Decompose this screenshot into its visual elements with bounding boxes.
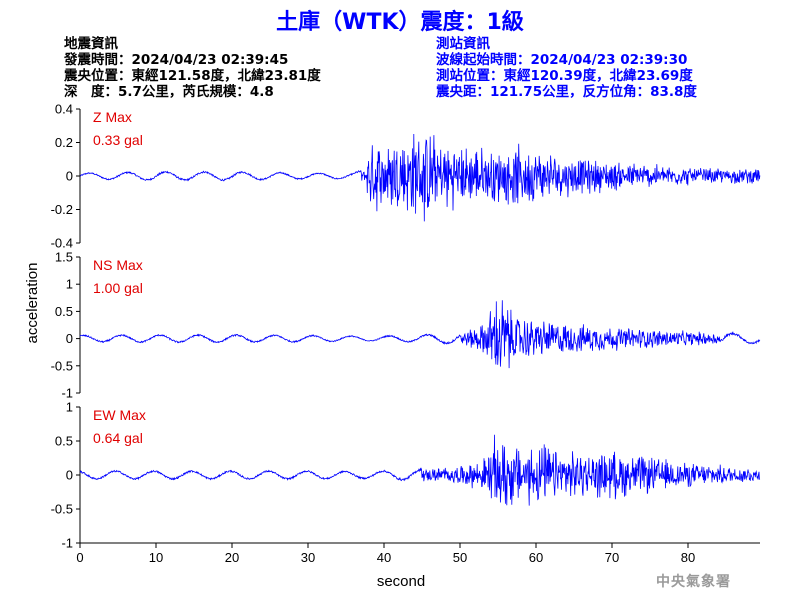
x-tick-label: 40 <box>377 550 391 565</box>
trace-ns <box>79 300 761 369</box>
max-value-ew: 0.64 gal <box>93 430 143 446</box>
y-tick-label: -0.5 <box>51 358 73 373</box>
y-tick-label: 0.2 <box>55 135 73 150</box>
x-tick-label: 20 <box>225 550 239 565</box>
y-tick-label: 0 <box>66 331 73 346</box>
quake-info-block: 地震資訊 發震時間：2024/04/23 02:39:45 震央位置：東經121… <box>64 36 321 100</box>
x-axis-label: second <box>377 573 425 590</box>
max-label-ew: EW Max <box>93 407 146 423</box>
epicentral-distance: 震央距：121.75公里，反方位角：83.8度 <box>436 84 697 100</box>
chart-title: 土庫（WTK）震度：1級 <box>276 10 524 35</box>
y-tick-label: -0.4 <box>51 236 73 251</box>
y-tick-label: -0.2 <box>51 202 73 217</box>
epicenter: 震央位置：東經121.58度，北緯23.81度 <box>64 68 321 84</box>
y-tick-label: 1.5 <box>55 250 73 265</box>
y-axis-label: acceleration <box>24 263 41 344</box>
y-tick-label: 0.5 <box>55 304 73 319</box>
x-tick-label: 50 <box>453 550 467 565</box>
y-tick-label: 0.5 <box>55 434 73 449</box>
max-value-ns: 1.00 gal <box>93 280 143 296</box>
y-tick-label: -1 <box>61 536 73 551</box>
x-tick-label: 30 <box>301 550 315 565</box>
max-label-ns: NS Max <box>93 257 143 273</box>
trace-z <box>79 133 761 222</box>
depth-magnitude: 深 度：5.7公里，芮氏規模：4.8 <box>64 84 274 100</box>
y-tick-label: -1 <box>61 386 73 401</box>
y-tick-label: 1 <box>66 400 73 415</box>
y-tick-label: 0.4 <box>55 102 73 117</box>
x-tick-label: 80 <box>681 550 695 565</box>
y-tick-label: 0 <box>66 468 73 483</box>
station-location: 測站位置：東經120.39度，北緯23.69度 <box>436 68 693 84</box>
wave-start-time: 波線起始時間：2024/04/23 02:39:30 <box>436 52 688 68</box>
origin-time: 發震時間：2024/04/23 02:39:45 <box>64 52 289 68</box>
y-tick-label: -0.5 <box>51 502 73 517</box>
trace-ew <box>79 434 761 506</box>
x-tick-label: 10 <box>149 550 163 565</box>
max-label-z: Z Max <box>93 109 132 125</box>
agency-footer: 中央氣象署 <box>656 574 731 590</box>
x-tick-label: 60 <box>529 550 543 565</box>
quake-info-heading: 地震資訊 <box>64 36 118 52</box>
station-info-heading: 測站資訊 <box>436 36 490 52</box>
y-tick-label: 0 <box>66 169 73 184</box>
station-info-block: 測站資訊 波線起始時間：2024/04/23 02:39:30 測站位置：東經1… <box>436 36 697 100</box>
y-tick-label: 1 <box>66 277 73 292</box>
max-value-z: 0.33 gal <box>93 132 143 148</box>
x-tick-label: 70 <box>605 550 619 565</box>
x-tick-label: 0 <box>76 550 83 565</box>
